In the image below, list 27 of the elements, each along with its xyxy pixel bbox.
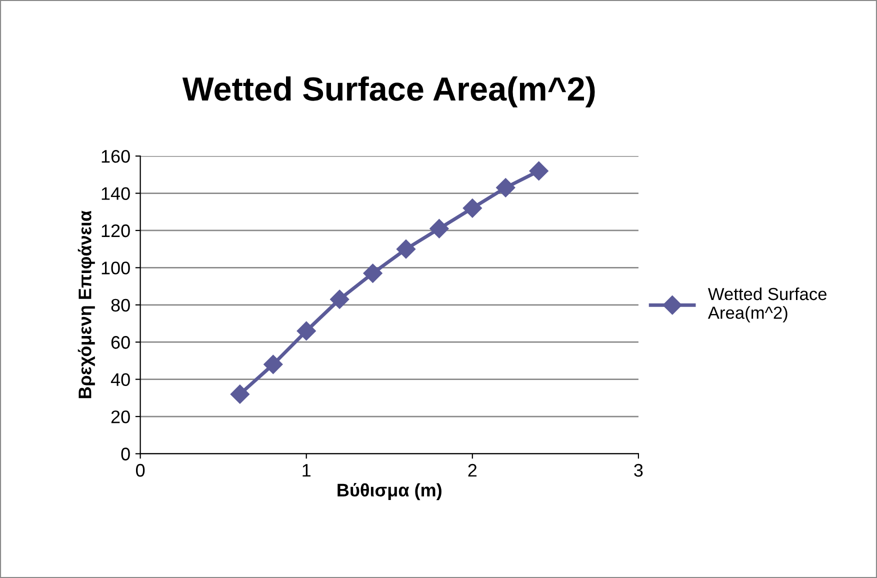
y-tick-label: 160 — [102, 150, 130, 163]
y-tick-label: 80 — [111, 298, 130, 312]
y-tick-label: 120 — [102, 224, 130, 238]
point — [396, 240, 416, 259]
point — [363, 264, 382, 283]
legend-label: Wetted Surface Area(m^2) — [708, 287, 826, 322]
y-tick-label: 20 — [111, 410, 130, 424]
point — [230, 384, 250, 404]
point — [462, 198, 482, 218]
x-axis-title: Βύθισμα (m) — [338, 483, 442, 500]
y-tick-label: 140 — [102, 187, 130, 200]
y-tick-label: 60 — [111, 336, 130, 349]
x-tick-label: 0 — [136, 464, 145, 477]
y-tick-label: 100 — [102, 262, 130, 274]
point — [496, 178, 516, 198]
y-axis-title: Βρεχόμενη Επιφάνεια — [78, 210, 95, 398]
y-tick-label: 0 — [121, 448, 130, 460]
y-tick-label: 40 — [110, 373, 130, 386]
point — [430, 219, 449, 238]
point — [296, 321, 316, 340]
chart-title: Wetted Surface Area(m^2) — [182, 76, 595, 108]
x-tick-label: 2 — [468, 464, 477, 477]
point — [264, 354, 283, 374]
x-tick-label: 3 — [634, 464, 643, 477]
x-tick-label: 1 — [302, 464, 311, 477]
point — [330, 290, 350, 309]
point — [529, 161, 548, 180]
